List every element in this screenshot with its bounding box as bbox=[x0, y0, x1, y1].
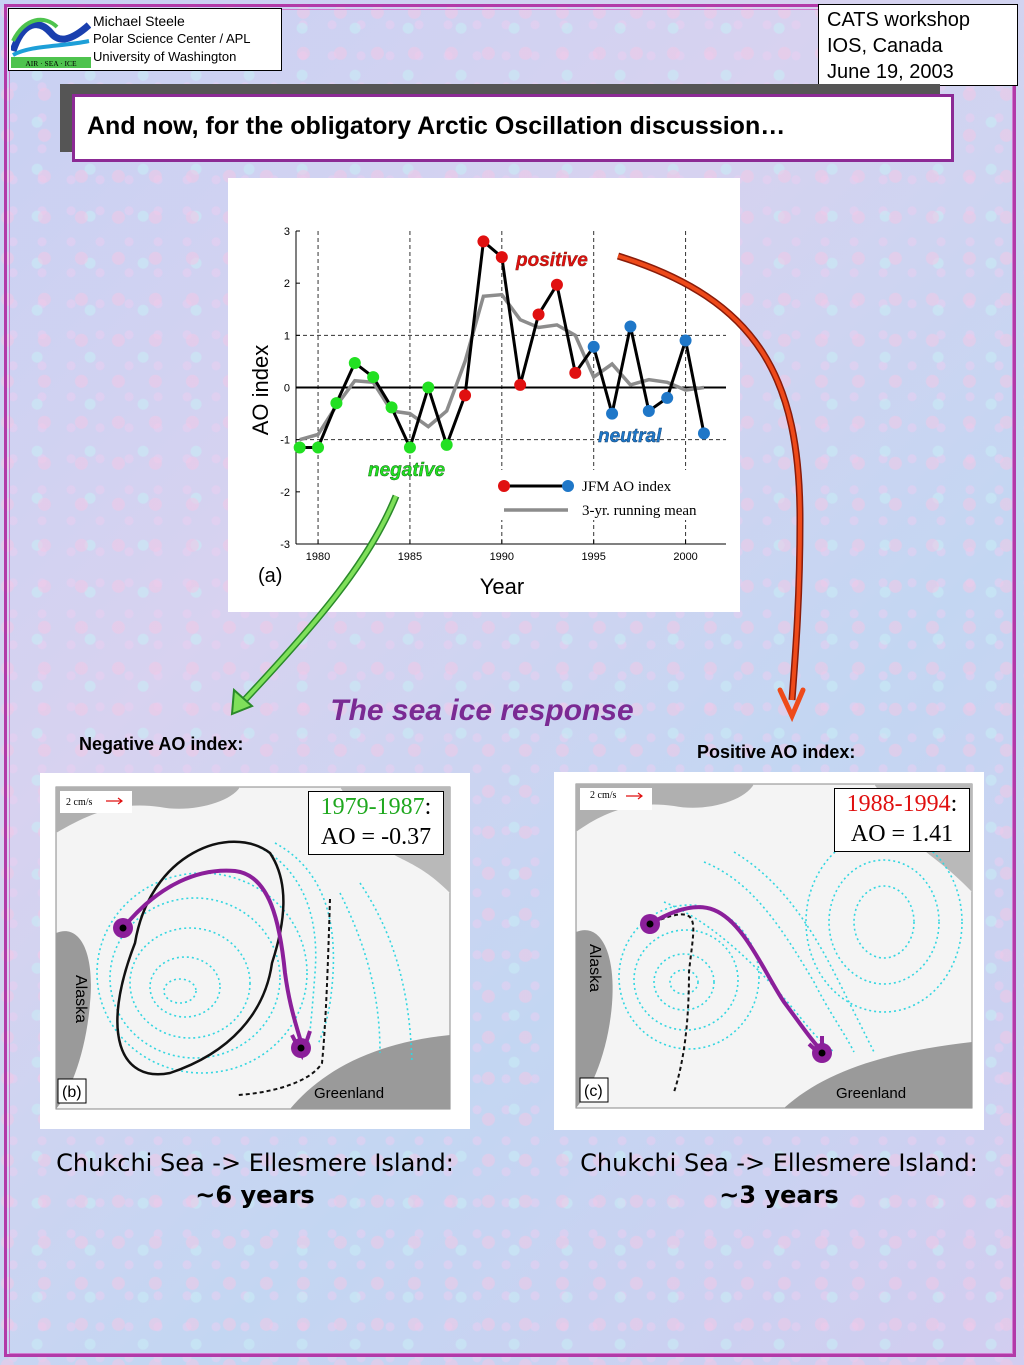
sea-ice-response-heading: The sea ice response bbox=[0, 694, 964, 728]
data-point-1991 bbox=[514, 378, 527, 391]
x-tick-label: 1990 bbox=[490, 551, 514, 563]
page-frame bbox=[4, 4, 1016, 1357]
data-point-1995 bbox=[587, 340, 600, 353]
data-point-2001 bbox=[697, 427, 710, 440]
data-point-1979 bbox=[293, 441, 306, 454]
logo-text: AIR · SEA · ICE bbox=[25, 59, 77, 68]
air-sea-ice-logo-icon: AIR · SEA · ICE bbox=[11, 11, 91, 68]
ice-drift-map-negative: 2 cm/s Alaska Greenland (b) 1979-1987: A… bbox=[40, 773, 470, 1129]
panel-label-c: (c) bbox=[584, 1083, 603, 1100]
x-tick-label: 1995 bbox=[581, 551, 605, 563]
data-point-1985 bbox=[403, 441, 416, 454]
data-point-1988 bbox=[459, 389, 472, 402]
x-axis-label: Year bbox=[480, 574, 524, 599]
data-point-1999 bbox=[661, 391, 674, 404]
data-point-1982 bbox=[348, 356, 361, 369]
x-tick-label: 1985 bbox=[398, 551, 422, 563]
data-point-1997 bbox=[624, 320, 637, 333]
caption-time-c: ~3 years bbox=[719, 1181, 839, 1209]
legend-label-mean: 3-yr. running mean bbox=[582, 503, 697, 519]
ao-value-c: AO = 1.41 bbox=[850, 821, 954, 847]
author-affiliation-2: University of Washington bbox=[93, 49, 237, 64]
y-tick-label: -2 bbox=[280, 487, 290, 499]
y-tick-label: 1 bbox=[284, 330, 290, 342]
caption-route-c: Chukchi Sea -> Ellesmere Island: bbox=[580, 1149, 978, 1177]
author-box: AIR · SEA · ICE Michael Steele Polar Sci… bbox=[8, 8, 282, 71]
alaska-label-c: Alaska bbox=[586, 944, 603, 992]
ao-index-chart-panel: -3 -2 -1 0 1 2 3 1980 1985 1990 1995 2000 AO index Ye… bbox=[228, 178, 740, 612]
data-point-1994 bbox=[569, 366, 582, 379]
caption-negative: Chukchi Sea -> Ellesmere Island: ~6 year… bbox=[30, 1147, 480, 1211]
author-name: Michael Steele bbox=[93, 13, 185, 29]
data-point-1993 bbox=[550, 278, 563, 291]
data-point-1981 bbox=[330, 397, 343, 410]
y-tick-label: 0 bbox=[284, 383, 290, 395]
data-point-1984 bbox=[385, 401, 398, 414]
scale-label-b: 2 cm/s bbox=[66, 797, 92, 808]
sea-ice-response-text: The sea ice response bbox=[330, 694, 634, 727]
ice-drift-map-positive: 2 cm/s Alaska Greenland (c) 1988-1994: A… bbox=[554, 772, 984, 1130]
annotation-neutral: neutral bbox=[598, 426, 662, 447]
ao-value-b: AO = -0.37 bbox=[320, 824, 432, 850]
y-tick-label: -1 bbox=[280, 435, 290, 447]
author-affiliation-1: Polar Science Center / APL bbox=[93, 31, 251, 46]
period-box-b: 1979-1987: AO = -0.37 bbox=[308, 791, 444, 855]
data-point-1989 bbox=[477, 235, 490, 248]
y-tick-label: 2 bbox=[284, 278, 290, 290]
data-point-1998 bbox=[642, 404, 655, 417]
data-point-1986 bbox=[422, 381, 435, 394]
y-tick-label: 3 bbox=[284, 226, 290, 238]
panel-label-b: (b) bbox=[62, 1084, 82, 1101]
event-box: CATS workshop IOS, Canada June 19, 2003 bbox=[818, 4, 1018, 86]
caption-time-b: ~6 years bbox=[195, 1181, 315, 1209]
page-title: And now, for the obligatory Arctic Oscil… bbox=[87, 112, 786, 140]
greenland-label-c: Greenland bbox=[836, 1085, 906, 1102]
data-point-1996 bbox=[606, 407, 619, 420]
event-name: CATS workshop bbox=[827, 9, 971, 31]
legend-label-ao: JFM AO index bbox=[582, 479, 672, 495]
scale-label-c: 2 cm/s bbox=[590, 790, 616, 801]
data-point-2000 bbox=[679, 334, 692, 347]
data-point-1990 bbox=[495, 251, 508, 264]
annotation-positive: positive bbox=[515, 250, 588, 271]
data-point-1992 bbox=[532, 308, 545, 321]
legend-dot-red bbox=[498, 480, 510, 492]
period-b: 1979-1987 bbox=[320, 794, 425, 820]
caption-positive: Chukchi Sea -> Ellesmere Island: ~3 year… bbox=[554, 1147, 1004, 1211]
period-box-c: 1988-1994: AO = 1.41 bbox=[834, 788, 970, 852]
y-tick-label: -3 bbox=[280, 539, 290, 551]
author-block: Michael Steele Polar Science Center / AP… bbox=[93, 12, 251, 66]
negative-ao-label: Negative AO index: bbox=[79, 734, 244, 754]
x-tick-label: 2000 bbox=[673, 551, 697, 563]
legend-dot-blue bbox=[562, 480, 574, 492]
positive-ao-label: Positive AO index: bbox=[697, 742, 856, 762]
ao-index-chart: -3 -2 -1 0 1 2 3 1980 1985 1990 1995 2000 AO index Ye… bbox=[248, 226, 726, 599]
event-place: IOS, Canada bbox=[827, 35, 943, 57]
y-axis-label: AO index bbox=[248, 345, 273, 436]
x-tick-label: 1980 bbox=[306, 551, 330, 563]
alaska-label-b: Alaska bbox=[72, 975, 89, 1023]
title-box: And now, for the obligatory Arctic Oscil… bbox=[72, 94, 954, 162]
greenland-label-b: Greenland bbox=[314, 1085, 384, 1102]
data-point-1980 bbox=[312, 441, 325, 454]
caption-route-b: Chukchi Sea -> Ellesmere Island: bbox=[56, 1149, 454, 1177]
chart-panel-label: (a) bbox=[258, 565, 282, 587]
event-date: June 19, 2003 bbox=[827, 61, 954, 83]
annotation-negative: negative bbox=[368, 460, 446, 481]
data-point-1987 bbox=[440, 438, 453, 451]
data-point-1983 bbox=[367, 371, 380, 384]
period-c: 1988-1994 bbox=[846, 791, 951, 817]
page-frame-inner bbox=[9, 9, 1013, 1354]
